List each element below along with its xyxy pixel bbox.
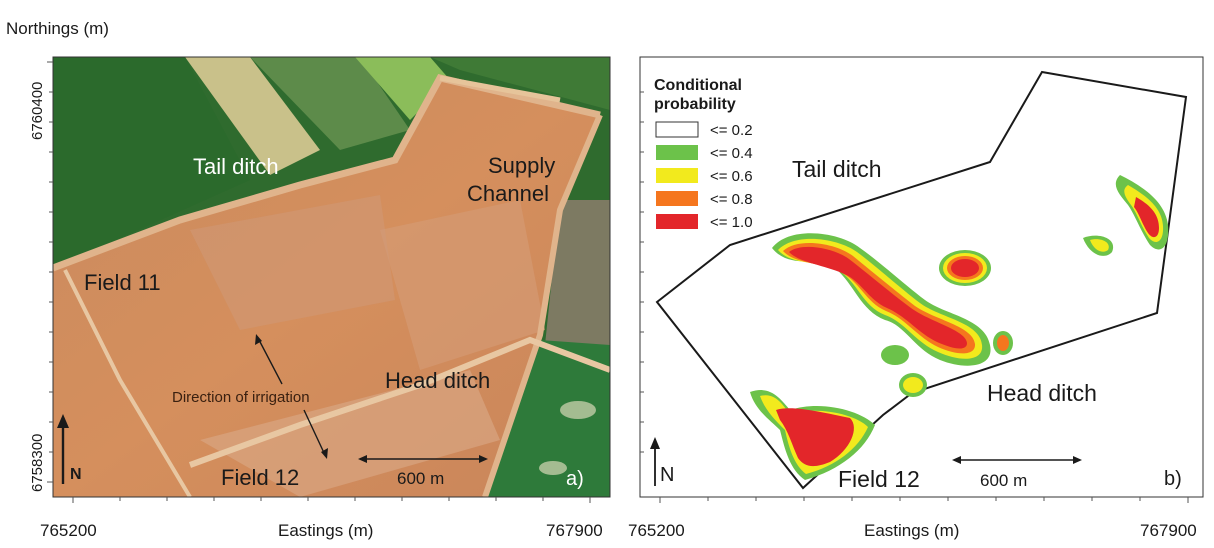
y-tick-top: 6760400 [29,82,46,140]
legend-label-1: <= 0.4 [710,145,753,162]
direction-arrowhead-down [321,448,328,459]
legend-item-1: <= 0.4 [656,145,753,162]
label-supply-a-1: Supply [488,153,555,178]
legend-label-2: <= 0.6 [710,168,753,185]
legend-label-0: <= 0.2 [710,122,753,139]
x-tick-b-right: 767900 [1140,521,1197,540]
direction-arrowhead-up [255,334,262,345]
direction-arrow-up [257,337,283,385]
y-axis-ticks [47,61,53,483]
label-tail-ditch-a: Tail ditch [193,154,279,179]
scale-label-a: 600 m [397,469,444,488]
legend: Conditional probability <= 0.2 <= 0.4 <=… [654,77,753,231]
legend-label-3: <= 0.8 [710,191,753,208]
legend-swatch-4 [656,214,698,229]
x-axis-label-b: Eastings (m) [864,521,959,540]
x-tick-a-left: 765200 [40,521,97,540]
legend-item-0: <= 0.2 [655,121,753,139]
scale-bar-b-left-arrowhead [952,456,961,464]
scale-bar-a-right-arrowhead [479,455,488,463]
y-axis-ticks-b [640,91,644,453]
legend-swatch-3 [656,191,698,206]
legend-swatch-0 [655,121,699,138]
x-axis-label-a: Eastings (m) [278,521,373,540]
north-label-b: N [660,464,674,486]
panel-letter-a: a) [566,468,584,490]
label-direction: Direction of irrigation [172,389,310,406]
label-head-ditch-a: Head ditch [385,368,490,393]
legend-item-3: <= 0.8 [656,191,753,208]
panel-letter-b: b) [1164,468,1182,490]
north-arrowhead-b [650,437,660,449]
label-field-12-a: Field 12 [221,465,299,490]
north-arrowhead-a [57,414,69,428]
legend-title-1: Conditional [654,77,742,94]
x-axis-ticks-a [72,497,591,503]
label-supply-a-2: Channel [467,181,549,206]
scale-bar-a-left-arrowhead [358,455,367,463]
y-axis-label: Northings (m) [6,19,109,38]
y-tick-bottom: 6758300 [29,434,46,492]
scale-label-b: 600 m [980,471,1027,490]
scale-bar-b-right-arrowhead [1073,456,1082,464]
x-tick-a-right: 767900 [546,521,603,540]
aerial-photo [53,57,610,497]
legend-swatch-1 [656,145,698,160]
label-field-11: Field 11 [84,270,161,295]
label-field-12-b: Field 12 [838,466,920,492]
panel-a: Tail ditch Supply Channel Field 11 Direc… [29,56,611,540]
panel-a-frame [52,56,611,498]
label-head-ditch-b: Head ditch [987,380,1097,406]
probability-patches [750,175,1169,480]
label-tail-ditch-b: Tail ditch [792,156,881,182]
legend-swatch-2 [656,168,698,183]
legend-item-2: <= 0.6 [656,168,753,185]
x-axis-ticks-b [659,497,1189,503]
legend-label-4: <= 1.0 [710,214,753,231]
panel-b-frame [639,56,1204,498]
legend-item-4: <= 1.0 [656,214,753,231]
direction-arrow-down [303,409,326,456]
panel-b: Conditional probability <= 0.2 <= 0.4 <=… [628,56,1204,540]
legend-title-2: probability [654,96,736,113]
x-tick-b-left: 765200 [628,521,685,540]
north-label-a: N [70,466,82,483]
